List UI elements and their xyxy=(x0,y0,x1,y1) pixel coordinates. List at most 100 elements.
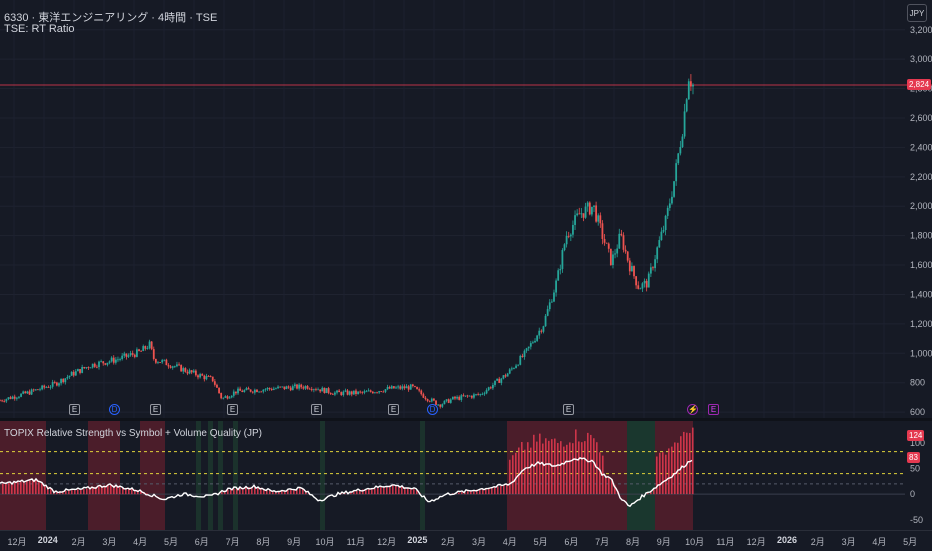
price-chart[interactable]: 3,2003,0002,8002,6002,4002,2002,0001,800… xyxy=(0,0,932,418)
candle-body xyxy=(64,378,66,382)
candle-body xyxy=(500,379,502,383)
candle-body xyxy=(132,353,134,355)
candle-body xyxy=(216,385,218,388)
candle-body xyxy=(488,387,490,390)
candle-body xyxy=(412,384,414,386)
candle-body xyxy=(387,387,389,389)
event-marker-split[interactable]: ⚡ xyxy=(687,404,698,415)
candle-body xyxy=(159,362,161,363)
event-marker-earnings[interactable]: E xyxy=(708,404,719,415)
volume-quality-bar xyxy=(71,490,73,494)
candle-body xyxy=(56,383,58,386)
candle-body xyxy=(83,367,85,368)
candle-body xyxy=(524,351,526,357)
candle-body xyxy=(595,205,597,221)
event-marker-earnings[interactable]: E xyxy=(69,404,80,415)
volume-quality-bar xyxy=(668,448,670,494)
candle-body xyxy=(416,387,418,389)
candle-body xyxy=(458,397,460,400)
candle-body xyxy=(130,353,132,355)
currency-button[interactable]: JPY xyxy=(907,4,927,22)
volume-quality-bar xyxy=(500,486,502,494)
event-marker-earnings[interactable]: E xyxy=(150,404,161,415)
candle-body xyxy=(467,396,469,397)
volume-quality-bar xyxy=(557,443,559,494)
candle-body xyxy=(519,356,521,365)
candle-body xyxy=(88,367,90,368)
candle-body xyxy=(271,389,273,390)
volume-quality-bar xyxy=(17,482,19,494)
indicator-title[interactable]: TOPIX Relative Strength vs Symbol + Volu… xyxy=(4,428,262,439)
candle-body xyxy=(231,396,233,398)
volume-quality-bar xyxy=(581,442,583,494)
candle-body xyxy=(401,386,403,388)
candle-body xyxy=(29,391,31,394)
candle-body xyxy=(427,399,429,401)
candle-body xyxy=(479,394,481,395)
candle-body xyxy=(625,250,627,252)
candle-body xyxy=(199,374,201,377)
candle-body xyxy=(549,302,551,309)
candle-body xyxy=(692,85,694,87)
price-chart-pane[interactable]: 3,2003,0002,8002,6002,4002,2002,0001,800… xyxy=(0,0,932,418)
candle-body xyxy=(652,267,654,268)
candle-body xyxy=(62,379,64,382)
volume-quality-bar xyxy=(2,484,4,494)
volume-quality-bar xyxy=(494,487,496,494)
candle-body xyxy=(96,367,98,368)
candle-body xyxy=(437,405,439,406)
price-tick-label: 2,600 xyxy=(910,113,932,123)
candle-body xyxy=(147,348,149,349)
candle-body xyxy=(182,368,184,371)
event-marker-dividend[interactable]: D xyxy=(109,404,120,415)
candle-body xyxy=(663,230,665,232)
candle-body xyxy=(239,389,241,391)
candle-body xyxy=(75,371,77,375)
candle-body xyxy=(267,388,269,389)
candle-body xyxy=(142,346,144,351)
candle-body xyxy=(77,369,79,371)
candle-body xyxy=(465,396,467,397)
candle-body xyxy=(612,254,614,265)
candle-body xyxy=(637,285,639,289)
candle-body xyxy=(347,390,349,394)
candle-body xyxy=(277,387,279,389)
candle-body xyxy=(631,266,633,271)
candle-body xyxy=(380,391,382,392)
candle-body xyxy=(302,387,304,388)
candle-body xyxy=(128,355,130,357)
time-axis-label: 2月 xyxy=(72,535,86,548)
event-marker-earnings[interactable]: E xyxy=(563,404,574,415)
candle-body xyxy=(16,398,18,399)
candle-body xyxy=(503,375,505,378)
candle-body xyxy=(138,349,140,351)
candle-body xyxy=(353,391,355,395)
event-marker-earnings[interactable]: E xyxy=(227,404,238,415)
candle-body xyxy=(349,391,351,394)
candle-body xyxy=(43,386,45,388)
candle-body xyxy=(206,376,208,379)
candle-body xyxy=(406,386,408,388)
candle-body xyxy=(357,392,359,394)
candle-body xyxy=(543,326,545,331)
candle-body xyxy=(279,387,281,388)
candle-body xyxy=(73,372,75,376)
event-marker-earnings[interactable]: E xyxy=(311,404,322,415)
candle-body xyxy=(273,389,275,390)
ratio-header[interactable]: TSE: RT Ratio xyxy=(4,23,75,35)
candle-body xyxy=(444,401,446,404)
time-axis-label: 12月 xyxy=(7,535,26,548)
candle-body xyxy=(208,376,210,377)
candle-body xyxy=(163,360,165,361)
candle-body xyxy=(521,356,523,357)
candle-body xyxy=(50,387,52,388)
event-marker-dividend[interactable]: D xyxy=(427,404,438,415)
candle-body xyxy=(102,361,104,363)
candle-body xyxy=(35,389,37,390)
candle-body xyxy=(119,359,121,360)
event-marker-earnings[interactable]: E xyxy=(388,404,399,415)
indicator-zone-green xyxy=(420,421,425,530)
candle-body xyxy=(161,360,163,362)
